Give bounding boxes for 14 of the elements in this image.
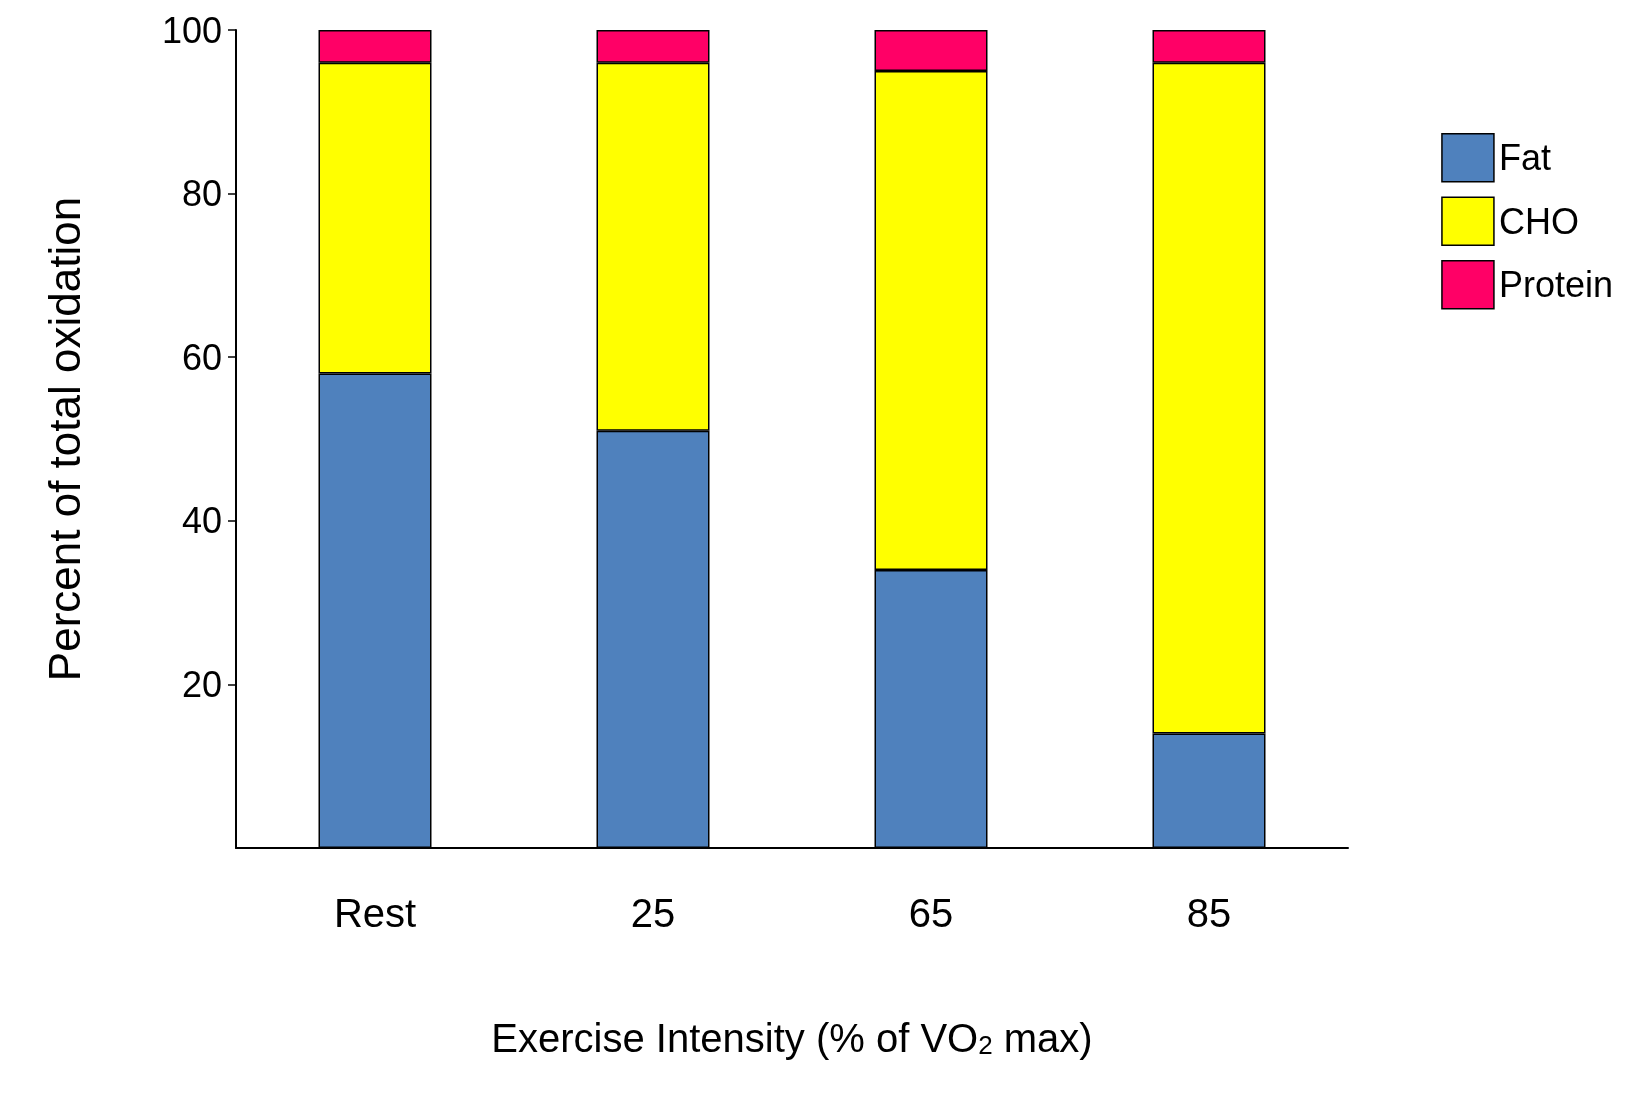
- legend-label: CHO: [1498, 200, 1579, 242]
- y-tick-label: 80: [181, 173, 222, 215]
- legend-label: Fat: [1498, 137, 1551, 179]
- x-axis-title: Exercise Intensity (% of VO2 max): [491, 1016, 1093, 1060]
- x-tick-label: 65: [908, 891, 954, 935]
- y-axis-title: Percent of total oxidation: [39, 196, 89, 682]
- y-tick-label: 20: [181, 663, 222, 705]
- x-tick-label: 85: [1186, 891, 1232, 935]
- x-tick-label: Rest: [333, 891, 417, 935]
- x-tick-label: 25: [630, 891, 676, 935]
- legend-label: Protein: [1498, 264, 1614, 306]
- y-tick-label: 40: [181, 500, 222, 542]
- y-tick-label: 100: [161, 9, 222, 51]
- y-tick-label: 60: [181, 336, 222, 378]
